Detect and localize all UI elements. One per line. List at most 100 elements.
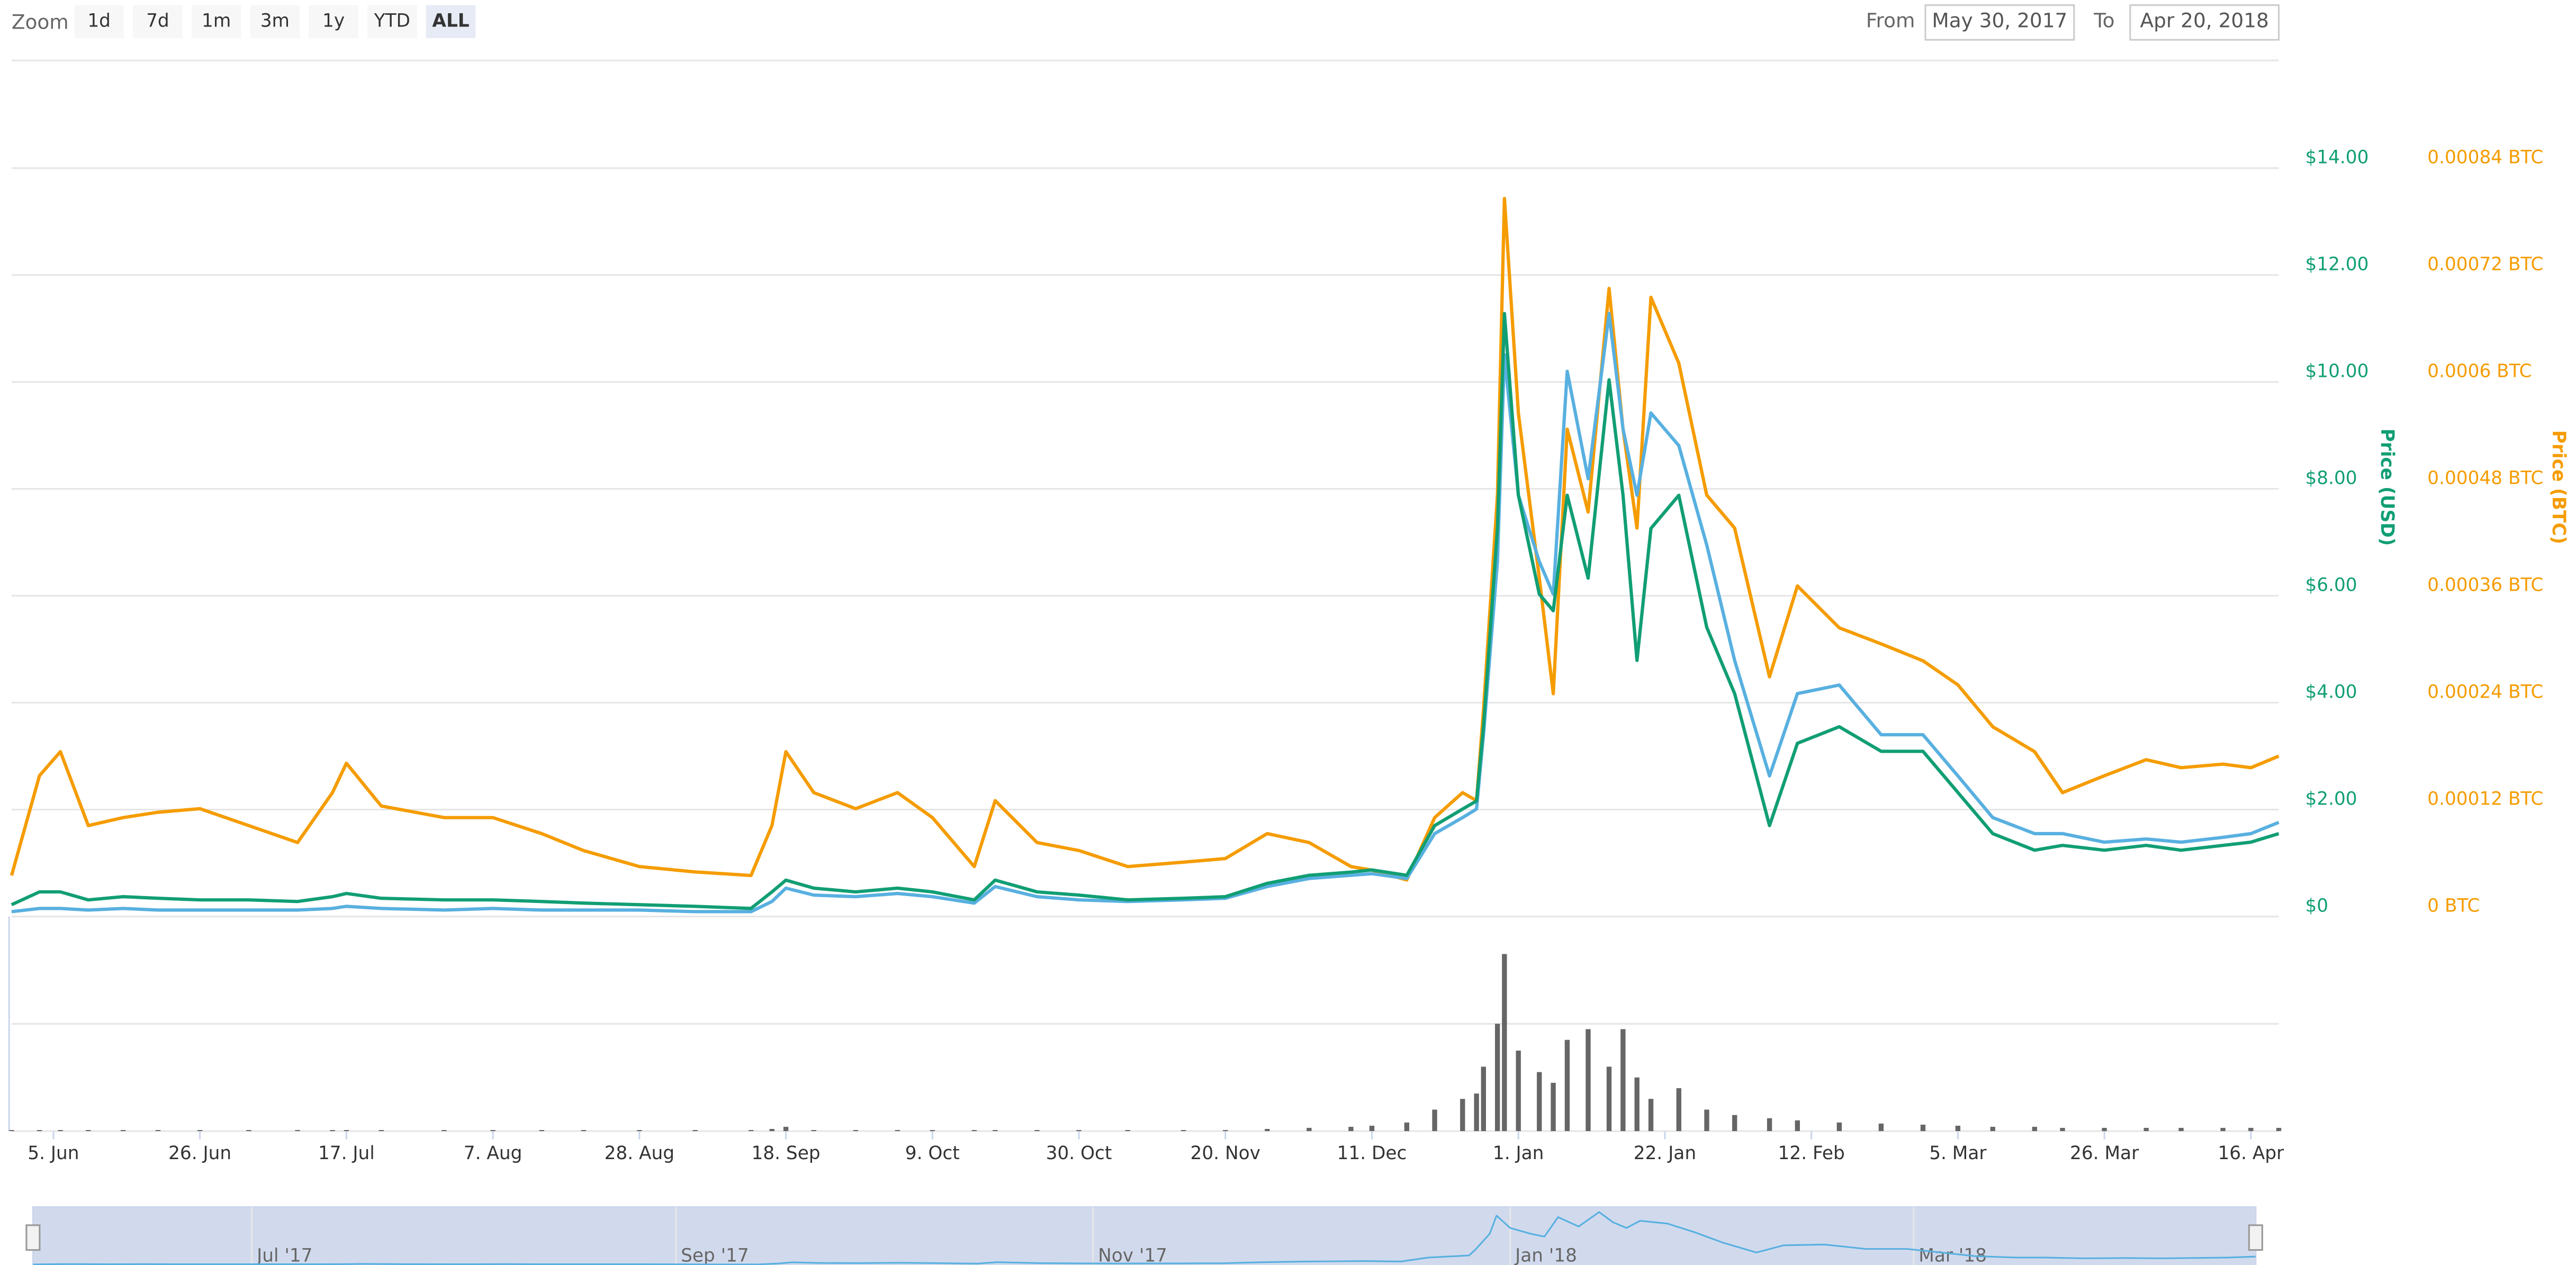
- x-tick-label: 5. Jun: [28, 1143, 79, 1164]
- volume-bar: [1920, 1124, 1926, 1132]
- x-tick-label: 28. Aug: [605, 1143, 674, 1164]
- volume-bar: [246, 1130, 251, 1132]
- volume-bar: [769, 1128, 774, 1132]
- volume-bar: [1990, 1126, 1995, 1132]
- x-tick-label: 16. Apr: [2218, 1143, 2284, 1164]
- zoom-button-label[interactable]: 7d: [146, 10, 169, 31]
- zoom-button-label[interactable]: 1y: [322, 10, 345, 31]
- volume-bar: [1348, 1126, 1354, 1132]
- volume-bar: [971, 1130, 977, 1132]
- y2-tick-label: 0.00072 BTC: [2427, 254, 2543, 275]
- volume-bar: [1404, 1122, 1410, 1132]
- y-tick-label: $12.00: [2305, 254, 2368, 275]
- volume-bar: [295, 1130, 300, 1132]
- volume-bar: [37, 1130, 42, 1132]
- zoom-label: Zoom: [12, 11, 69, 34]
- volume-bar: [2060, 1127, 2065, 1132]
- zoom-button[interactable]: [309, 5, 358, 39]
- x-tick-label: 9. Oct: [905, 1143, 960, 1164]
- volume-bar: [1878, 1123, 1884, 1132]
- zoom-button[interactable]: [367, 5, 417, 39]
- volume-bar: [1586, 1029, 1591, 1132]
- zoom-button-label[interactable]: 3m: [260, 10, 290, 31]
- volume-bar: [1537, 1072, 1542, 1132]
- volume-bar: [2248, 1127, 2254, 1132]
- price-line: [11, 312, 2280, 914]
- y2-tick-label: 0.00012 BTC: [2427, 788, 2543, 809]
- y-tick-label: $2.00: [2305, 788, 2357, 809]
- navigator-line: [33, 1211, 2256, 1265]
- zoom-button[interactable]: [133, 5, 183, 39]
- navigator-label: Jan '18: [1514, 1245, 1577, 1265]
- navigator-handle[interactable]: [25, 1224, 41, 1251]
- volume-bar: [1606, 1067, 1612, 1132]
- volume-bar: [2032, 1126, 2038, 1132]
- price-line: [10, 196, 2280, 882]
- to-input[interactable]: [2129, 4, 2280, 41]
- x-tick-label: 18. Sep: [751, 1143, 820, 1164]
- volume-bar: [637, 1130, 642, 1132]
- zoom-button-label[interactable]: 1m: [202, 10, 231, 31]
- from-label: From: [1866, 8, 1915, 32]
- volume-bar: [748, 1130, 754, 1132]
- volume-bar: [811, 1130, 816, 1132]
- y2-tick-label: 0.0006 BTC: [2427, 360, 2532, 382]
- zoom-button-label[interactable]: ALL: [432, 10, 469, 31]
- volume-bar: [1634, 1077, 1640, 1132]
- volume-bar: [330, 1130, 335, 1132]
- from-input[interactable]: [1924, 4, 2075, 41]
- volume-bar: [692, 1130, 698, 1132]
- volume-bar: [1034, 1130, 1040, 1132]
- zoom-button[interactable]: [426, 5, 476, 39]
- volume-bar: [1181, 1130, 1186, 1132]
- volume-bar: [1620, 1029, 1626, 1132]
- to-date[interactable]: Apr 20, 2018: [2140, 8, 2269, 32]
- zoom-button-label[interactable]: YTD: [374, 10, 410, 31]
- x-tick-label: 26. Jun: [168, 1143, 231, 1164]
- zoom-button[interactable]: [74, 5, 124, 39]
- volume-bar: [1474, 1094, 1479, 1132]
- volume-bar: [1307, 1127, 1312, 1132]
- y-tick-label: $0: [2305, 895, 2328, 916]
- volume-bar: [1704, 1109, 1709, 1132]
- volume-bar: [2143, 1127, 2149, 1132]
- volume-bar: [1732, 1115, 1737, 1132]
- volume-bar: [1676, 1088, 1681, 1132]
- volume-bar: [2276, 1127, 2282, 1132]
- navigator-label: Sep '17: [681, 1245, 749, 1265]
- volume-bar: [1125, 1130, 1130, 1132]
- volume-bar: [853, 1130, 858, 1132]
- volume-bar: [2220, 1127, 2226, 1132]
- y-tick-label: $6.00: [2305, 574, 2357, 595]
- y-tick-label: $8.00: [2305, 467, 2357, 489]
- volume-bar: [490, 1130, 496, 1132]
- y-tick-label: $4.00: [2305, 681, 2357, 702]
- volume-bar: [120, 1130, 126, 1132]
- volume-bar: [1836, 1122, 1842, 1132]
- zoom-button[interactable]: [250, 5, 300, 39]
- volume-bar: [1955, 1125, 1961, 1132]
- zoom-button[interactable]: [191, 5, 241, 39]
- x-tick-label: 22. Jan: [1634, 1143, 1696, 1164]
- volume-bar: [197, 1130, 203, 1132]
- volume-bar: [930, 1130, 935, 1132]
- volume-bar: [2102, 1127, 2107, 1132]
- volume-bar: [1432, 1109, 1437, 1132]
- x-tick-label: 30. Oct: [1046, 1143, 1112, 1164]
- volume-bar: [1551, 1082, 1556, 1132]
- volume-bar: [86, 1130, 91, 1132]
- zoom-button-label[interactable]: 1d: [87, 10, 111, 31]
- volume-bar: [9, 1130, 14, 1132]
- navigator-label: Mar '18: [1919, 1245, 1987, 1265]
- volume-bar: [1516, 1050, 1521, 1132]
- volume-bar: [1460, 1099, 1465, 1132]
- x-tick-label: 26. Mar: [2070, 1143, 2139, 1164]
- navigator-label: Jul '17: [256, 1245, 312, 1265]
- from-date[interactable]: May 30, 2017: [1932, 8, 2067, 32]
- volume-bar: [1265, 1128, 1270, 1132]
- y2-tick-label: 0.00084 BTC: [2427, 147, 2543, 168]
- y-tick-label: $10.00: [2305, 360, 2368, 382]
- volume-bar: [1223, 1130, 1228, 1132]
- navigator-handle[interactable]: [2248, 1224, 2263, 1251]
